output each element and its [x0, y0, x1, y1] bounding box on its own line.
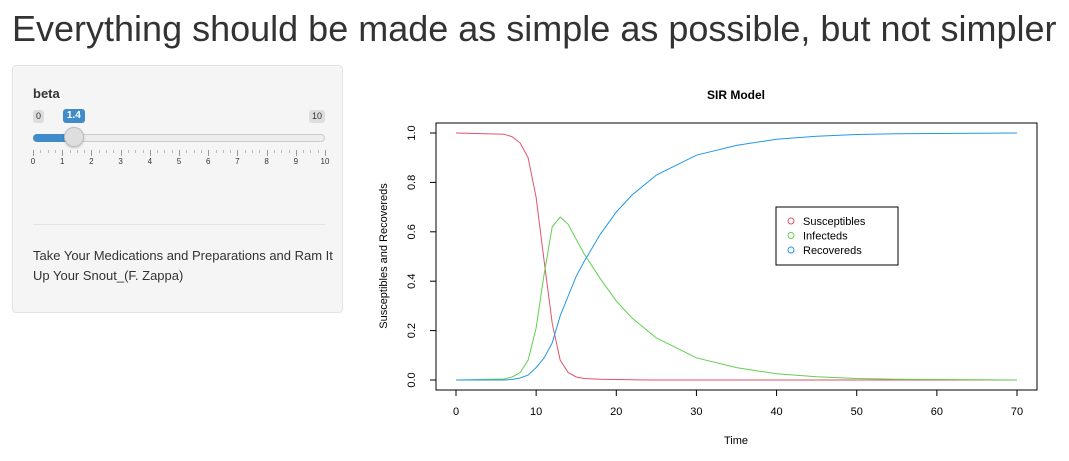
slider-grid-minor-tick: [252, 150, 253, 153]
slider-grid-minor-tick: [259, 150, 261, 153]
slider-grid-minor-tick: [157, 150, 159, 153]
y-tick-label: 0.6: [406, 224, 418, 239]
slider-grid-label: 3: [118, 157, 123, 166]
y-tick-label: 0.0: [406, 372, 418, 387]
slider-grid-minor-tick: [200, 150, 202, 153]
slider-min-label: 0: [33, 110, 45, 123]
slider-grid-minor-tick: [244, 150, 246, 153]
slider-grid-tick: [120, 150, 122, 156]
slider-grid-minor-tick: [222, 150, 224, 153]
slider-grid-minor-tick: [106, 150, 107, 153]
sir-plot: SIR Model 0 10 20 30 40 50 60 70 Time 0.0 0.2 0.4 0.6…: [370, 78, 1050, 456]
slider-grid-tick: [149, 150, 151, 156]
slider-grid-tick: [179, 150, 180, 156]
slider-grid-label: 9: [293, 157, 299, 166]
slider-grid-minor-tick: [142, 150, 144, 153]
legend-label: Recovereds: [803, 245, 862, 257]
legend-box: [775, 206, 899, 266]
slider-grid-minor-tick: [84, 150, 86, 153]
slider-grid-minor-tick: [193, 150, 195, 153]
x-tick-label: 0: [453, 406, 459, 418]
y-tick-label: 0.4: [406, 274, 418, 289]
slider-grid-minor-tick: [164, 150, 166, 153]
slider-grid-label: 8: [264, 157, 269, 166]
zappa-quote: Take Your Medications and Preparations a…: [33, 248, 333, 283]
y-tick-label: 1.0: [406, 125, 418, 140]
legend-marker: [787, 232, 795, 239]
slider-grid-label: 5: [176, 157, 182, 166]
slider-grid-tick: [325, 150, 326, 156]
series-line-susceptibles: [455, 132, 1017, 381]
slider-grid-minor-tick: [113, 150, 115, 153]
x-tick-label: 20: [610, 406, 622, 418]
x-tick-label: 40: [770, 406, 782, 418]
slider-grid-minor-tick: [40, 150, 42, 153]
slider-grid-minor-tick: [230, 150, 232, 153]
slider-grid-minor-tick: [135, 150, 137, 153]
slider-grid-label: 7: [235, 157, 240, 166]
slider-grid-label: 0: [30, 157, 36, 166]
slider-grid-minor-tick: [215, 150, 217, 153]
chart-title: SIR Model: [707, 88, 765, 102]
slider-grid-tick: [62, 150, 64, 156]
legend-label: Infecteds: [803, 231, 848, 243]
slider-grid-minor-tick: [76, 150, 78, 153]
beta-slider-label: beta: [33, 86, 60, 101]
y-tick-label: 0.2: [406, 323, 418, 338]
x-tick-label: 70: [1011, 406, 1023, 418]
slider-fill-bar: [33, 134, 74, 142]
slider-grid-minor-tick: [317, 150, 319, 153]
sidebar-divider: [33, 224, 325, 225]
y-tick-label: 0.8: [406, 175, 418, 190]
slider-grid-label: 2: [89, 157, 94, 166]
slider-grid-minor-tick: [310, 150, 312, 153]
slider-grid-minor-tick: [171, 150, 173, 153]
slider-grid-minor-tick: [98, 150, 100, 153]
slider-grid-minor-tick: [54, 150, 56, 153]
page-title: Everything should be made as simple as p…: [12, 8, 1057, 49]
slider-grid-tick: [33, 150, 34, 156]
slider-grid-label: 6: [205, 157, 211, 166]
legend-marker: [787, 217, 795, 225]
slider-grid-tick: [208, 150, 210, 156]
slider-grid-tick: [295, 150, 297, 156]
slider-grid-minor-tick: [288, 150, 290, 153]
series-line-recovereds: [456, 132, 1018, 381]
slider-grid-minor-tick: [303, 150, 305, 153]
x-tick-label: 30: [690, 406, 702, 418]
slider-grid-tick: [91, 150, 93, 156]
slider-max-label: 10: [309, 110, 326, 123]
x-tick-label: 50: [851, 406, 863, 418]
slider-grid-minor-tick: [186, 150, 188, 153]
slider-grid-minor-tick: [273, 150, 275, 153]
plot-frame: [435, 122, 1038, 391]
slider-grid-minor-tick: [281, 150, 283, 153]
sir-chart-svg: SIR Model 0 10 20 30 40 50 60 70 Time 0.0 0.2 0.4 0.6…: [378, 88, 1038, 447]
slider-grid-tick: [237, 150, 239, 156]
slider-grid-label: 1: [59, 157, 65, 166]
y-axis-label: Susceptibles and Recovereds: [378, 183, 390, 329]
slider-grid-tick: [266, 150, 268, 156]
x-axis-label: Time: [724, 435, 748, 447]
legend-marker: [787, 246, 795, 254]
slider-grid-minor-tick: [127, 150, 129, 153]
slider-value-label: 1.4: [62, 109, 85, 123]
slider-grid-label: 10: [320, 157, 330, 166]
slider-grid-minor-tick: [47, 150, 49, 153]
sidebar-panel: beta 0 10 1.4 0 1 2 3 4 5 6 7 8 9 10 Take Your Med…: [12, 65, 343, 313]
slider-grid-minor-tick: [69, 150, 71, 153]
slider-handle[interactable]: [63, 127, 84, 147]
series-line-infecteds: [455, 216, 1018, 381]
slider-grid-label: 4: [147, 157, 153, 166]
x-tick-label: 60: [931, 406, 943, 418]
x-tick-label: 10: [530, 406, 542, 418]
legend-label: Susceptibles: [803, 216, 866, 228]
slider-grid: 0 1 2 3 4 5 6 7 8 9 10: [30, 150, 329, 174]
